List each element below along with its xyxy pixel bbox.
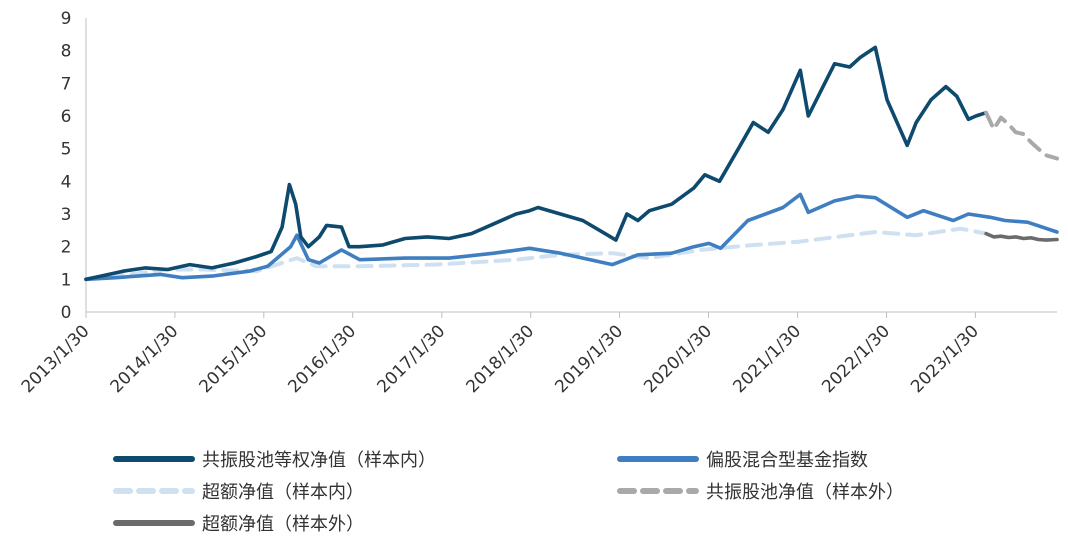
y-tick-label: 4	[61, 172, 72, 192]
legend-item-5: 超额净值（样本外）	[113, 514, 364, 535]
y-tick-label: 5	[61, 140, 72, 160]
x-tick-label: 2020/1/30	[640, 321, 716, 397]
x-tick-label: 2023/1/30	[907, 321, 983, 397]
legend-label: 共振股池等权净值（样本内）	[202, 450, 436, 471]
series-line-2	[84, 192, 1059, 282]
legend-item-3: 超额净值（样本内）	[113, 482, 364, 503]
legend-label: 偏股混合型基金指数	[706, 450, 868, 471]
y-tick-label: 7	[61, 74, 72, 94]
y-axis: 0 1 2 3 4 5 6 7 8 9	[61, 9, 87, 323]
y-tick-label: 3	[61, 205, 72, 225]
x-tick-label: 2017/1/30	[374, 321, 450, 397]
y-tick-label: 6	[61, 107, 72, 127]
x-tick-label: 2015/1/30	[196, 321, 272, 397]
y-tick-label: 8	[61, 42, 72, 62]
x-axis: 2013/1/30 2014/1/30 2015/1/30 2016/1/30 2017…	[18, 311, 1057, 397]
legend-item-2: 偏股混合型基金指数	[617, 450, 868, 471]
legend-label: 共振股池净值（样本外）	[706, 482, 904, 503]
y-tick-label: 2	[61, 238, 72, 258]
legend-item-4: 共振股池净值（样本外）	[617, 482, 904, 503]
y-tick-label: 9	[61, 9, 72, 29]
y-tick-label: 1	[61, 270, 72, 290]
series-line-4	[984, 110, 1059, 161]
x-tick-label: 2022/1/30	[818, 321, 894, 397]
series-line-5	[984, 231, 1059, 242]
x-tick-label: 2014/1/30	[107, 321, 183, 397]
legend-label: 超额净值（样本内）	[202, 482, 364, 503]
legend-label: 超额净值（样本外）	[202, 514, 364, 535]
x-tick-label: 2021/1/30	[729, 321, 805, 397]
x-tick-label: 2013/1/30	[18, 321, 94, 397]
y-tick-label: 0	[61, 303, 72, 323]
legend-item-1: 共振股池等权净值（样本内）	[113, 450, 436, 471]
series-layer	[84, 45, 1059, 282]
x-tick-label: 2016/1/30	[284, 321, 360, 397]
series-line-3	[84, 226, 989, 282]
x-tick-label: 2018/1/30	[462, 321, 538, 397]
series-line-1	[84, 45, 988, 282]
x-tick-label: 2019/1/30	[551, 321, 627, 397]
